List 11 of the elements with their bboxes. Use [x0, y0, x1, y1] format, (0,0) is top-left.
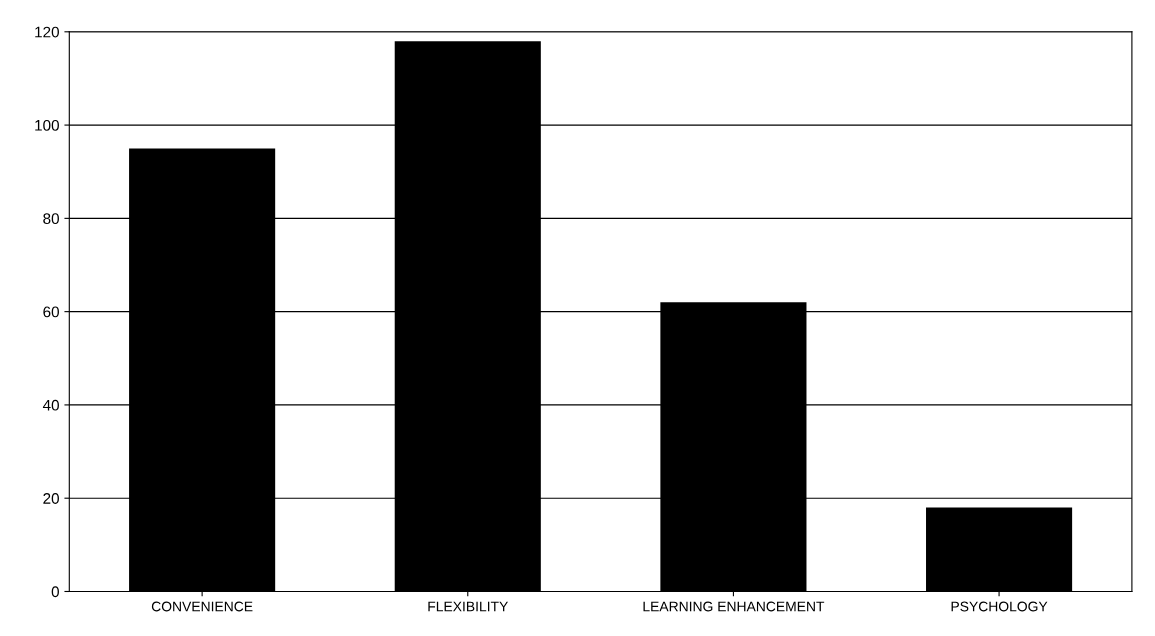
x-tick-label: CONVENIENCE — [151, 601, 253, 612]
y-tick-label: 100 — [35, 119, 59, 131]
y-tick-label: 0 — [51, 586, 59, 598]
y-tick-label: 120 — [35, 26, 59, 38]
y-tick-label: 20 — [43, 493, 59, 504]
x-tick-label: LEARNING ENHANCEMENT — [643, 601, 825, 612]
x-tick-label: PSYCHOLOGY — [951, 601, 1048, 612]
x-tick-label: FLEXIBILITY — [428, 601, 508, 612]
y-tick-label: 60 — [43, 306, 59, 318]
y-tick-label: 80 — [43, 213, 59, 225]
y-tick-label: 40 — [42, 399, 59, 411]
